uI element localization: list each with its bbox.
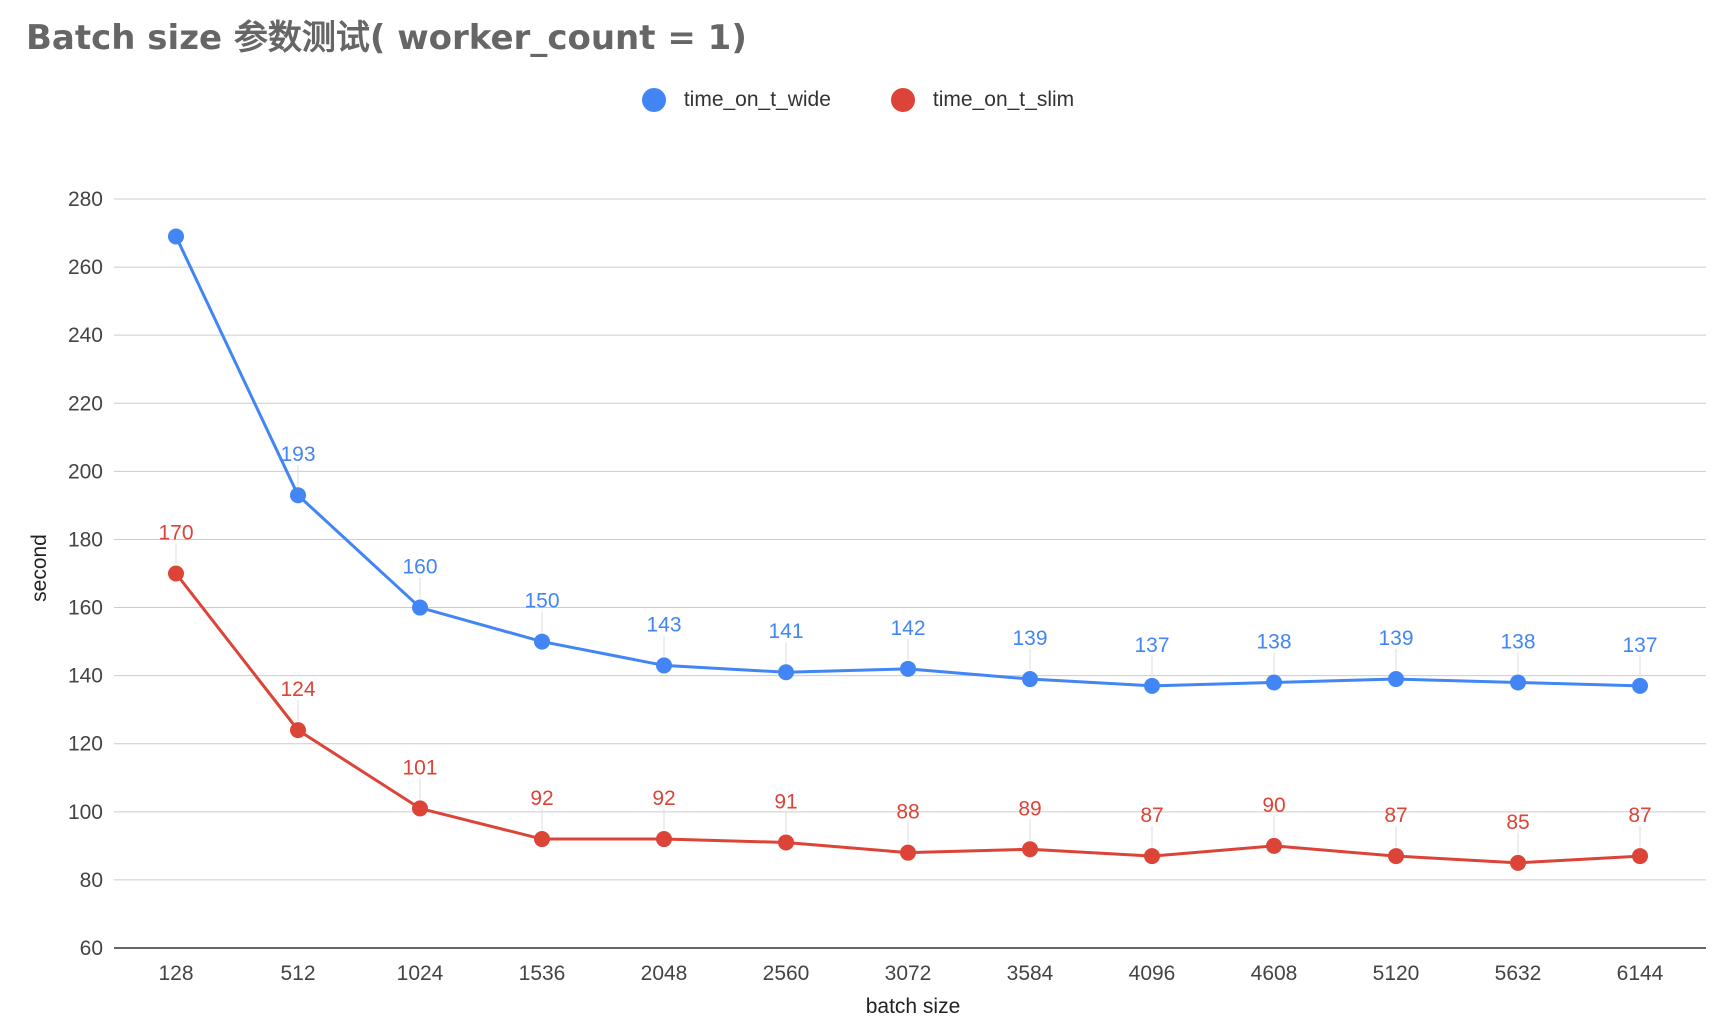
data-label: 92 xyxy=(652,787,675,810)
x-tick-label: 3072 xyxy=(885,962,932,985)
data-point xyxy=(1632,677,1648,694)
x-tick-label: 5120 xyxy=(1373,962,1420,985)
x-tick-label: 2560 xyxy=(763,962,810,985)
x-tick-label: 4096 xyxy=(1129,962,1176,985)
x-tick-label: 3584 xyxy=(1007,962,1054,985)
data-label: 90 xyxy=(1262,794,1285,817)
y-tick-label: 180 xyxy=(68,528,103,551)
legend-label-wide: time_on_t_wide xyxy=(683,88,831,111)
data-label: 89 xyxy=(1018,797,1041,820)
legend-label-slim: time_on_t_slim xyxy=(932,88,1075,111)
data-label: 139 xyxy=(1378,627,1413,650)
y-tick-label: 100 xyxy=(68,801,103,824)
data-label: 138 xyxy=(1256,630,1291,653)
data-point xyxy=(534,633,550,650)
data-label: 87 xyxy=(1628,804,1651,827)
y-tick-label: 260 xyxy=(68,256,103,279)
legend-item-slim[interactable]: time_on_t_slim xyxy=(890,88,1075,112)
legend-swatch-slim xyxy=(890,88,915,112)
data-point xyxy=(1510,674,1526,691)
data-point xyxy=(1266,837,1282,854)
x-tick-label: 4608 xyxy=(1251,962,1298,985)
legend-swatch-wide xyxy=(641,88,666,112)
x-tick-label: 512 xyxy=(280,962,315,985)
data-label: 138 xyxy=(1500,630,1535,653)
legend: time_on_t_wide time_on_t_slim xyxy=(0,88,1716,112)
y-tick-label: 240 xyxy=(68,324,103,347)
data-point xyxy=(168,228,184,245)
data-point xyxy=(1388,848,1404,865)
x-tick-label: 2048 xyxy=(641,962,688,985)
y-tick-label: 200 xyxy=(68,460,103,483)
data-point xyxy=(1632,848,1648,865)
y-tick-label: 280 xyxy=(68,188,103,211)
y-axis-title: second xyxy=(28,534,51,602)
chart-title: Batch size 参数测试( worker_count = 1) xyxy=(26,18,747,58)
data-point xyxy=(1388,671,1404,688)
data-label: 170 xyxy=(158,522,193,545)
data-label: 143 xyxy=(646,613,681,636)
x-tick-label: 6144 xyxy=(1617,962,1664,985)
y-tick-label: 140 xyxy=(68,665,103,688)
data-label: 101 xyxy=(402,756,437,779)
y-tick-label: 120 xyxy=(68,733,103,756)
data-point xyxy=(290,487,306,504)
data-label: 88 xyxy=(896,801,919,824)
y-tick-label: 80 xyxy=(80,869,103,892)
data-point xyxy=(656,831,672,848)
y-tick-label: 160 xyxy=(68,597,103,620)
data-point xyxy=(1144,677,1160,694)
data-point xyxy=(1510,854,1526,871)
data-point xyxy=(412,800,428,817)
data-point xyxy=(290,722,306,739)
x-tick-label: 1536 xyxy=(519,962,566,985)
data-label: 85 xyxy=(1506,811,1529,834)
x-tick-label: 1024 xyxy=(397,962,444,985)
data-point xyxy=(534,831,550,848)
data-point xyxy=(168,565,184,582)
data-label: 150 xyxy=(524,590,559,613)
data-point xyxy=(778,834,794,851)
data-point xyxy=(1266,674,1282,691)
data-label: 91 xyxy=(774,790,797,813)
data-label: 92 xyxy=(530,787,553,810)
data-point xyxy=(656,657,672,674)
data-label: 141 xyxy=(768,620,803,643)
y-tick-label: 220 xyxy=(68,392,103,415)
data-label: 87 xyxy=(1384,804,1407,827)
data-point xyxy=(900,844,916,861)
data-point xyxy=(900,660,916,677)
data-label: 142 xyxy=(890,617,925,640)
data-point xyxy=(1022,671,1038,688)
x-tick-label: 5632 xyxy=(1495,962,1542,985)
x-axis-title: batch size xyxy=(866,995,961,1018)
y-tick-label: 60 xyxy=(80,937,103,960)
data-point xyxy=(778,664,794,681)
data-label: 137 xyxy=(1622,634,1657,657)
data-point xyxy=(412,599,428,616)
x-tick-label: 128 xyxy=(158,962,193,985)
data-label: 193 xyxy=(280,443,315,466)
data-label: 137 xyxy=(1134,634,1169,657)
data-label: 160 xyxy=(402,556,437,579)
data-point xyxy=(1022,841,1038,858)
data-point xyxy=(1144,848,1160,865)
data-label: 139 xyxy=(1012,627,1047,650)
legend-item-wide[interactable]: time_on_t_wide xyxy=(641,88,831,112)
data-label: 87 xyxy=(1140,804,1163,827)
data-label: 124 xyxy=(280,678,315,701)
